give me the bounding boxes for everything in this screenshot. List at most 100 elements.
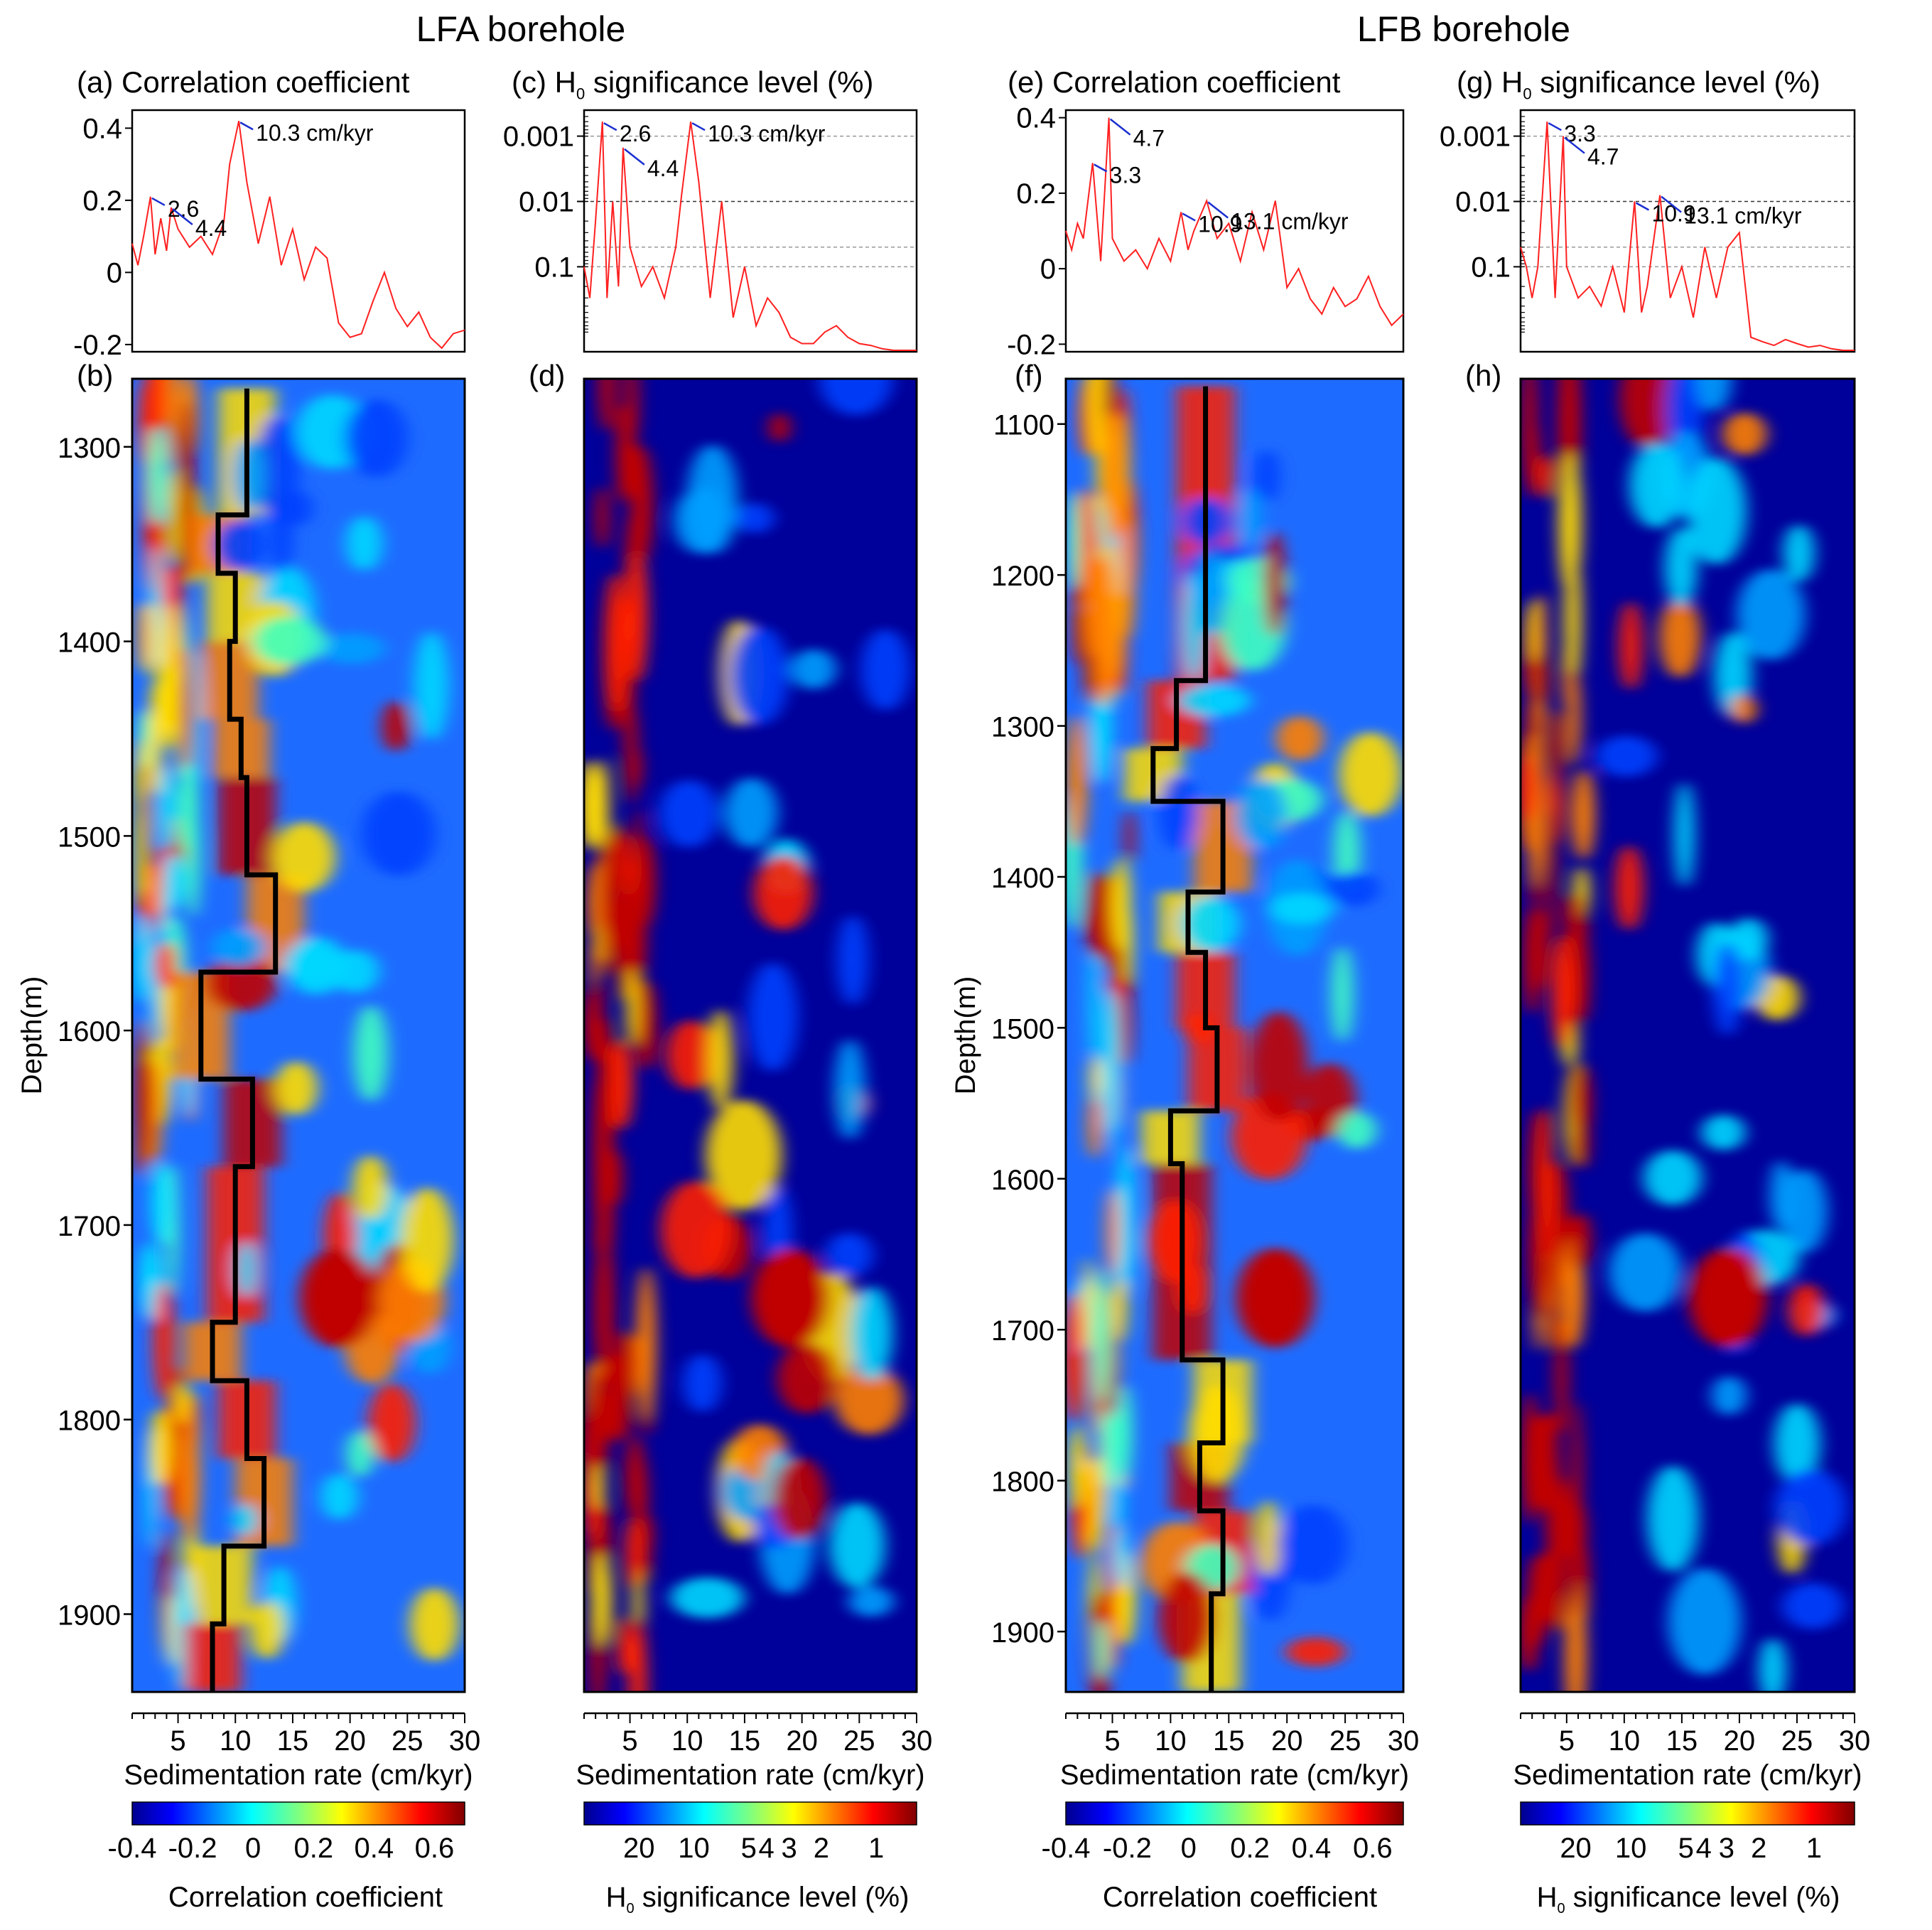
panel-f-colorbar [1065,1801,1404,1826]
panel-h-cell [1565,893,1585,938]
panel-e-head: (e) Correlation coefficient [1008,65,1340,99]
panel-a-title: Correlation coefficient [122,65,410,99]
panel-e-label: (e) [1008,65,1045,99]
panel-g-annotation: 13.1 cm/kyr [1684,203,1802,229]
panel-f-cell [1067,490,1080,589]
panel-d-cell [585,1372,608,1490]
panel-h-cell [1565,1575,1587,1692]
panel-h-colorbar [1520,1801,1855,1826]
panel-e-annotation-arrow [1182,212,1196,222]
panel-f-ytick-label: 1900 [991,1617,1054,1649]
panel-d-cell [790,649,836,689]
panel-h-cell [1737,568,1806,660]
panel-d-cell [753,856,813,930]
panel-f-cell [1177,684,1251,717]
panel-a: 0.40.20-0.22.64.410.3 cm/kyr [73,109,466,361]
panel-d-cell [632,1454,648,1538]
panel-c-annotation: 10.3 cm/kyr [708,121,826,146]
panel-h-cell [1523,907,1540,1015]
panel-h-cell [1547,807,1557,939]
panel-f-cell [1329,871,1379,907]
panel-c-title-h: H [554,65,576,99]
panel-d-cell [625,1334,637,1396]
panel-d-xtick-label: 15 [729,1725,761,1757]
panel-d-cell [627,551,648,681]
panel-f-cell [1235,779,1288,850]
panel-h-cell [1555,1320,1568,1434]
panel-e-series-line [1065,117,1404,327]
panel-a-series-line [131,120,465,350]
panel-g-title-sub: 0 [1523,85,1532,103]
panel-b-cell [151,1161,172,1246]
colorbar-f-title: Correlation coefficient [1102,1882,1378,1913]
panel-g-annotation-arrow [1661,195,1682,213]
panel-c-title-rest: significance level (%) [593,65,874,99]
panel-b-cell [214,520,265,571]
panel-f-cell [1197,551,1226,635]
panel-f-cell [1089,937,1099,1069]
panel-f-cell [1331,946,1354,1042]
panel-b-cell [155,942,176,989]
panel-h-cell [1548,1161,1569,1268]
panel-b-ytick-label: 1400 [58,627,121,659]
panel-b-cell [149,680,163,796]
panel-b-cell [318,633,386,664]
panel-e-ytick-label: 0.4 [1016,103,1056,134]
panel-e-annotation-arrow [1094,163,1108,173]
panel-h-cell [1542,1105,1553,1261]
colorbar-d-title: H0 significance level (%) [606,1882,910,1917]
panel-d-cell [626,967,637,1046]
panel-d-cell [834,1039,865,1140]
panel-f-xlabel: Sedimentation rate (cm/kyr) [1060,1759,1409,1791]
panel-f-xtick-label: 25 [1329,1725,1361,1757]
panel-f-colorbar-tick: 0.6 [1353,1833,1393,1864]
panel-h-colorbar-tick: 5 [1678,1833,1694,1864]
panel-h-cell [1644,1150,1702,1206]
panel-f-cell [1088,1088,1103,1159]
panel-d-cell [625,379,639,448]
panel-g-annotation: 3.3 [1564,121,1595,146]
panel-g-annotation-arrow [1635,202,1650,211]
panel-a-label: (a) [77,65,114,99]
panel-b-xtick-label: 25 [392,1725,423,1757]
panel-f-xtick-label: 30 [1388,1725,1420,1757]
panel-h-cell [1595,735,1658,777]
panel-g-title-h: H [1501,65,1523,99]
panel-d-cell [628,1615,647,1692]
panel-a-annotation: 4.4 [195,215,227,241]
panel-d-colorbar-tick: 4 [758,1833,774,1864]
panel-d-cell [850,1285,893,1381]
panel-d-cell [728,626,789,726]
panel-f-xtick-label: 5 [1104,1725,1120,1757]
panel-c: 0.001 0.01 0.1 2.6 4.4 10.3 cm/kyr [503,109,918,353]
panel-b-cell [344,399,409,478]
panel-a-ytick-label: 0.4 [82,113,122,144]
panel-h-colorbar-tick: 4 [1696,1833,1712,1864]
panel-b-cell [320,1473,358,1520]
panel-a-head: (a) Correlation coefficient [77,65,409,99]
panel-h-frame [1519,377,1856,1693]
panel-b-xtick-label: 20 [334,1725,366,1757]
panel-g-label: (g) [1457,65,1494,99]
panel-d-xtick-label: 30 [901,1725,933,1757]
panel-a-annotation-arrow [172,208,193,225]
panel-f-cell [1250,1011,1308,1122]
panel-d-cell [660,1181,732,1278]
panel-f-cell [1285,1637,1346,1667]
panel-b-ytick-label: 1700 [58,1211,121,1242]
panel-a-ytick-label: -0.2 [73,330,122,361]
panel-b-cell [166,1595,176,1667]
panel-d-colorbar-tick: 2 [814,1833,829,1864]
panel-f-ytick-label: 1200 [991,561,1054,592]
panel-b-xtick-label: 30 [449,1725,481,1757]
panel-d-xtick-label: 5 [622,1725,637,1757]
panel-f-cell [1147,1199,1202,1283]
panel-c-series-line [583,122,917,351]
panel-f-cell [1083,1258,1094,1348]
panel-h-cell [1668,1568,1742,1676]
panel-f-cell [1124,809,1135,865]
panel-b-colorbar-tick: -0.2 [168,1833,217,1864]
panel-f-cell [1069,1425,1086,1509]
panel-b-cell [150,1409,171,1486]
panel-f-optimal-path [1150,386,1226,1692]
